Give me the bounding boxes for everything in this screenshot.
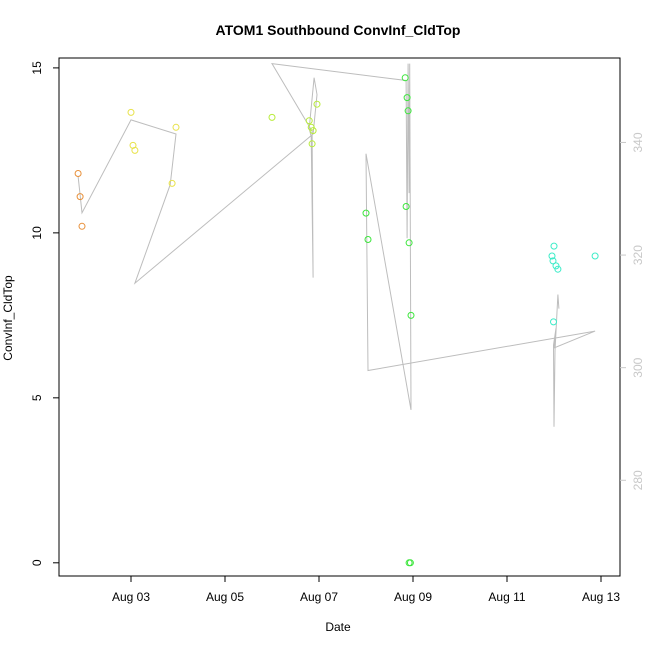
y-axis-label: ConvInf_CldTop: [1, 275, 15, 361]
x-tick-label: Aug 09: [394, 590, 432, 604]
y2-tick-label: 280: [631, 470, 645, 490]
data-point: [313, 100, 321, 108]
data-point: [309, 127, 317, 135]
data-point: [76, 193, 84, 201]
y2-tick-label: 300: [631, 357, 645, 377]
data-point: [127, 108, 135, 116]
data-point: [131, 146, 139, 154]
data-point: [268, 113, 276, 121]
data-point: [168, 179, 176, 187]
y-tick-label: 0: [30, 559, 44, 566]
data-point: [172, 123, 180, 131]
data-point: [401, 74, 409, 82]
data-point: [403, 94, 411, 102]
data-point: [405, 239, 413, 247]
y-tick-label: 10: [30, 226, 44, 240]
right-axis-line-layer: [77, 62, 596, 427]
data-point: [305, 117, 313, 125]
plot-frame: [58, 57, 621, 577]
data-point: [591, 252, 599, 260]
x-tick-label: Aug 07: [300, 590, 338, 604]
data-point: [550, 318, 557, 326]
y2-tick-label: 340: [631, 132, 645, 152]
data-point: [407, 311, 415, 319]
data-point: [406, 559, 414, 567]
data-point: [550, 242, 558, 250]
data-point: [404, 107, 412, 115]
data-point: [364, 236, 372, 243]
y-tick-label: 15: [30, 61, 44, 75]
data-point: [548, 252, 556, 260]
data-point: [549, 257, 557, 265]
points-layer: [74, 74, 599, 567]
data-point: [402, 203, 410, 210]
chart-title: ATOM1 Southbound ConvInf_CldTop: [216, 22, 461, 38]
data-point: [78, 222, 86, 230]
x-tick-label: Aug 03: [112, 590, 150, 604]
y-tick-label: 5: [30, 394, 44, 401]
axes-layer: Aug 03 Aug 05 Aug 07 Aug 09 Aug 11 Aug 13 0 5 10…: [30, 61, 645, 604]
x-tick-label: Aug 13: [582, 590, 620, 604]
data-point: [308, 140, 316, 148]
x-axis-label: Date: [325, 620, 351, 634]
data-point: [74, 170, 82, 177]
x-tick-label: Aug 05: [206, 590, 244, 604]
y2-tick-label: 320: [631, 245, 645, 265]
series-line: [77, 62, 596, 427]
data-point: [554, 265, 562, 273]
data-point: [362, 209, 370, 217]
x-tick-label: Aug 11: [488, 590, 525, 604]
